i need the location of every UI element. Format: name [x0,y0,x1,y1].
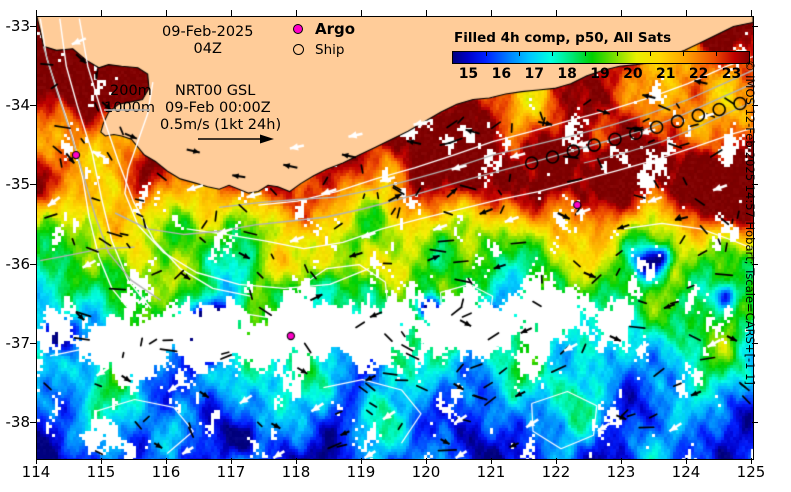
x-axis-tick [36,458,37,464]
ship-marker-icon [293,44,304,55]
x-axis-label: 120 [411,463,441,481]
legend-label-ship: Ship [315,42,345,58]
colorbar-tick: 15 [458,66,479,82]
x-axis-tick-top [231,10,232,16]
y-axis-tick-right [752,422,758,424]
contour-label-200m: 200m [110,83,152,99]
x-axis-label: 124 [671,463,701,481]
x-axis-tick [296,458,297,464]
colorbar-tick: 23 [721,66,742,82]
y-axis-tick-right [752,25,758,27]
x-axis-label: 117 [216,463,246,481]
x-axis-label: 123 [606,463,636,481]
colorbar-segment-divider [650,52,652,56]
gsl-source-label: NRT00 GSL [175,83,256,99]
y-axis-tick-right [752,263,758,265]
x-axis-tick [556,458,557,464]
x-axis-tick-top [751,10,752,16]
colorbar-tick: 18 [557,66,577,82]
x-axis-tick [621,458,622,464]
x-axis-tick-top [621,10,622,16]
y-axis-label: -36 [5,254,31,273]
map-plot-area[interactable] [36,16,754,460]
y-axis-label: -33 [5,16,31,35]
vector-scale-label: 0.5m/s (1kt 24h) [160,117,282,133]
date-line-1: 09-Feb-2025 [162,24,254,40]
date-line-2: 04Z [193,41,222,57]
colorbar-tick: 22 [688,66,709,82]
date-annotation: 09-Feb-2025 04Z [162,24,254,58]
y-axis-label: -37 [5,333,31,352]
x-axis-label: 122 [541,463,571,481]
x-axis-tick-top [556,10,557,16]
colorbar: Filled 4h comp, p50, All Sats 15 16 17 18 19… [452,30,750,82]
colorbar-title: Filled 4h comp, p50, All Sats [454,30,672,46]
colorbar-segment-divider [584,52,586,56]
contour-label-1000m: 1000m [104,100,156,116]
x-axis-tick-top [491,10,492,16]
x-axis-label: 125 [736,463,766,481]
colorbar-segment-divider [617,52,619,56]
y-axis-tick [30,104,36,106]
colorbar-tick: 19 [590,66,610,82]
colorbar-segment-divider [716,52,718,56]
y-axis-tick [30,263,36,265]
x-axis-tick [686,458,687,464]
credit-text: © IMOS 12-Feb-2025 14:57 Hobart; Tscale=… [743,60,757,385]
x-axis-label: 119 [346,463,376,481]
argo-marker-icon [293,24,303,34]
legend-label-argo: Argo [315,20,356,38]
colorbar-tick: 20 [623,66,643,82]
x-axis-tick [361,458,362,464]
x-axis-tick-top [361,10,362,16]
colorbar-segment-divider [551,52,553,56]
x-axis-tick-top [686,10,687,16]
y-axis-tick [30,25,36,27]
x-axis-tick-top [166,10,167,16]
y-axis-tick [30,342,36,344]
contour-key-swatches [104,109,150,111]
colorbar-tick: 16 [491,66,512,82]
y-axis-label: -38 [5,413,31,432]
x-axis-tick [426,458,427,464]
y-axis-tick-right [752,342,758,344]
x-axis-label: 118 [281,463,311,481]
x-axis-label: 121 [476,463,506,481]
colorbar-segment-divider [518,52,520,56]
colorbar-tick-labels: 15 16 17 18 19 20 21 22 23 [452,66,750,82]
colorbar-gradient[interactable] [452,51,750,64]
y-axis-label: -35 [5,175,31,194]
x-axis-tick-top [296,10,297,16]
x-axis-tick [231,458,232,464]
x-axis-tick-top [101,10,102,16]
sst-heatmap-canvas [37,17,753,459]
x-axis-tick [491,458,492,464]
y-axis-tick-right [752,104,758,106]
colorbar-segment-divider [485,52,487,56]
velocity-scale-arrow [198,134,274,144]
gsl-time-label: 09-Feb 00:00Z [165,100,271,116]
x-axis-tick [751,458,752,464]
y-axis-tick-right [752,184,758,186]
y-axis-tick [30,422,36,424]
x-axis-label: 115 [86,463,116,481]
colorbar-tick: 21 [656,66,676,82]
x-axis-label: 116 [151,463,181,481]
colorbar-segment-divider [683,52,685,56]
x-axis-tick-top [426,10,427,16]
x-axis-label: 114 [21,463,51,481]
y-axis-label: -34 [5,95,31,114]
x-axis-tick-top [36,10,37,16]
y-axis-tick [30,184,36,186]
colorbar-tick: 17 [524,66,544,82]
x-axis-tick [101,458,102,464]
x-axis-tick [166,458,167,464]
map-canvas-container [37,17,753,459]
